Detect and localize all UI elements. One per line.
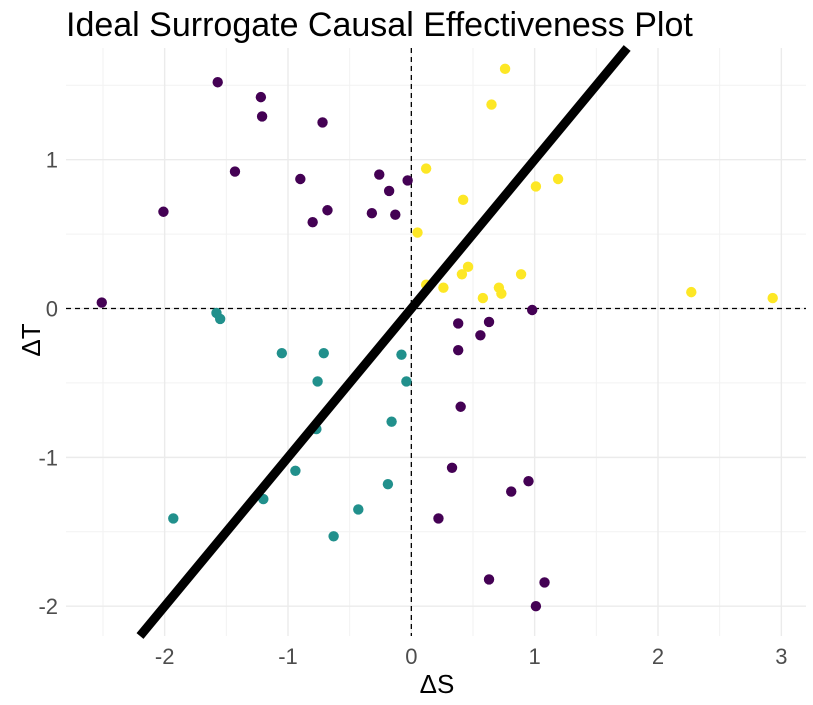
data-point: [552, 173, 564, 185]
data-point: [446, 462, 458, 473]
reference-lines: [66, 48, 806, 636]
y-tick-label: 0: [46, 297, 58, 322]
data-point: [276, 347, 288, 359]
data-point: [229, 166, 241, 177]
data-point: [396, 349, 407, 360]
data-point: [499, 63, 511, 75]
data-point: [475, 330, 486, 341]
data-point: [214, 313, 226, 325]
x-tick-label: -1: [278, 644, 298, 669]
data-point: [483, 574, 495, 585]
x-axis-label: ΔS: [420, 669, 455, 699]
data-point: [686, 286, 697, 298]
data-point: [455, 401, 466, 412]
data-point: [527, 304, 538, 316]
data-point: [295, 173, 306, 185]
data-points: [96, 63, 778, 612]
data-point: [486, 99, 497, 110]
data-point: [317, 117, 328, 128]
y-tick-label: -1: [38, 445, 58, 470]
x-tick-label: 2: [652, 644, 664, 669]
data-point: [383, 185, 395, 197]
data-point: [420, 163, 432, 174]
y-tick-label: 1: [46, 148, 58, 173]
data-point: [412, 227, 423, 238]
x-tick-label: -2: [155, 644, 175, 669]
data-point: [212, 77, 223, 88]
data-point: [438, 282, 449, 293]
data-point: [382, 478, 394, 490]
data-point: [322, 205, 333, 216]
x-tick-label: 3: [775, 644, 787, 669]
chart-title: Ideal Surrogate Causal Effectiveness Plo…: [66, 6, 693, 44]
data-point: [523, 475, 534, 487]
data-point: [318, 347, 329, 359]
diagonal-line-group: [136, 45, 631, 639]
data-point: [530, 601, 542, 612]
y-tick-label: -2: [38, 594, 58, 619]
x-tick-label: 1: [529, 644, 541, 669]
y-axis-label: ΔT: [16, 323, 46, 356]
data-point: [767, 292, 778, 304]
data-point: [366, 208, 378, 219]
data-point: [462, 261, 474, 273]
tick-labels: -2 -1 0 1 2 3 -2 -1 0 1: [38, 148, 787, 669]
data-point: [539, 577, 550, 588]
data-point: [457, 194, 469, 206]
data-point: [453, 318, 464, 329]
data-point: [158, 206, 169, 217]
data-point: [496, 288, 507, 299]
data-point: [477, 292, 489, 304]
data-point: [374, 169, 385, 180]
data-point: [515, 269, 527, 280]
diagonal-line: [136, 45, 631, 639]
data-point: [312, 376, 323, 387]
data-point: [453, 344, 464, 356]
data-point: [386, 416, 397, 427]
x-tick-label: 0: [405, 644, 417, 669]
data-point: [390, 209, 401, 220]
data-point: [456, 269, 468, 280]
data-point: [530, 181, 542, 192]
data-point: [255, 91, 267, 103]
data-point: [307, 216, 318, 228]
data-point: [290, 465, 301, 476]
data-point: [401, 376, 412, 387]
data-point: [256, 111, 268, 122]
data-point: [168, 513, 179, 524]
data-point: [328, 531, 339, 542]
data-point: [506, 486, 517, 497]
grid: [66, 48, 806, 636]
data-point: [483, 316, 495, 328]
data-point: [433, 513, 444, 524]
data-point: [353, 504, 364, 515]
data-point: [402, 175, 413, 186]
data-point: [96, 297, 107, 308]
